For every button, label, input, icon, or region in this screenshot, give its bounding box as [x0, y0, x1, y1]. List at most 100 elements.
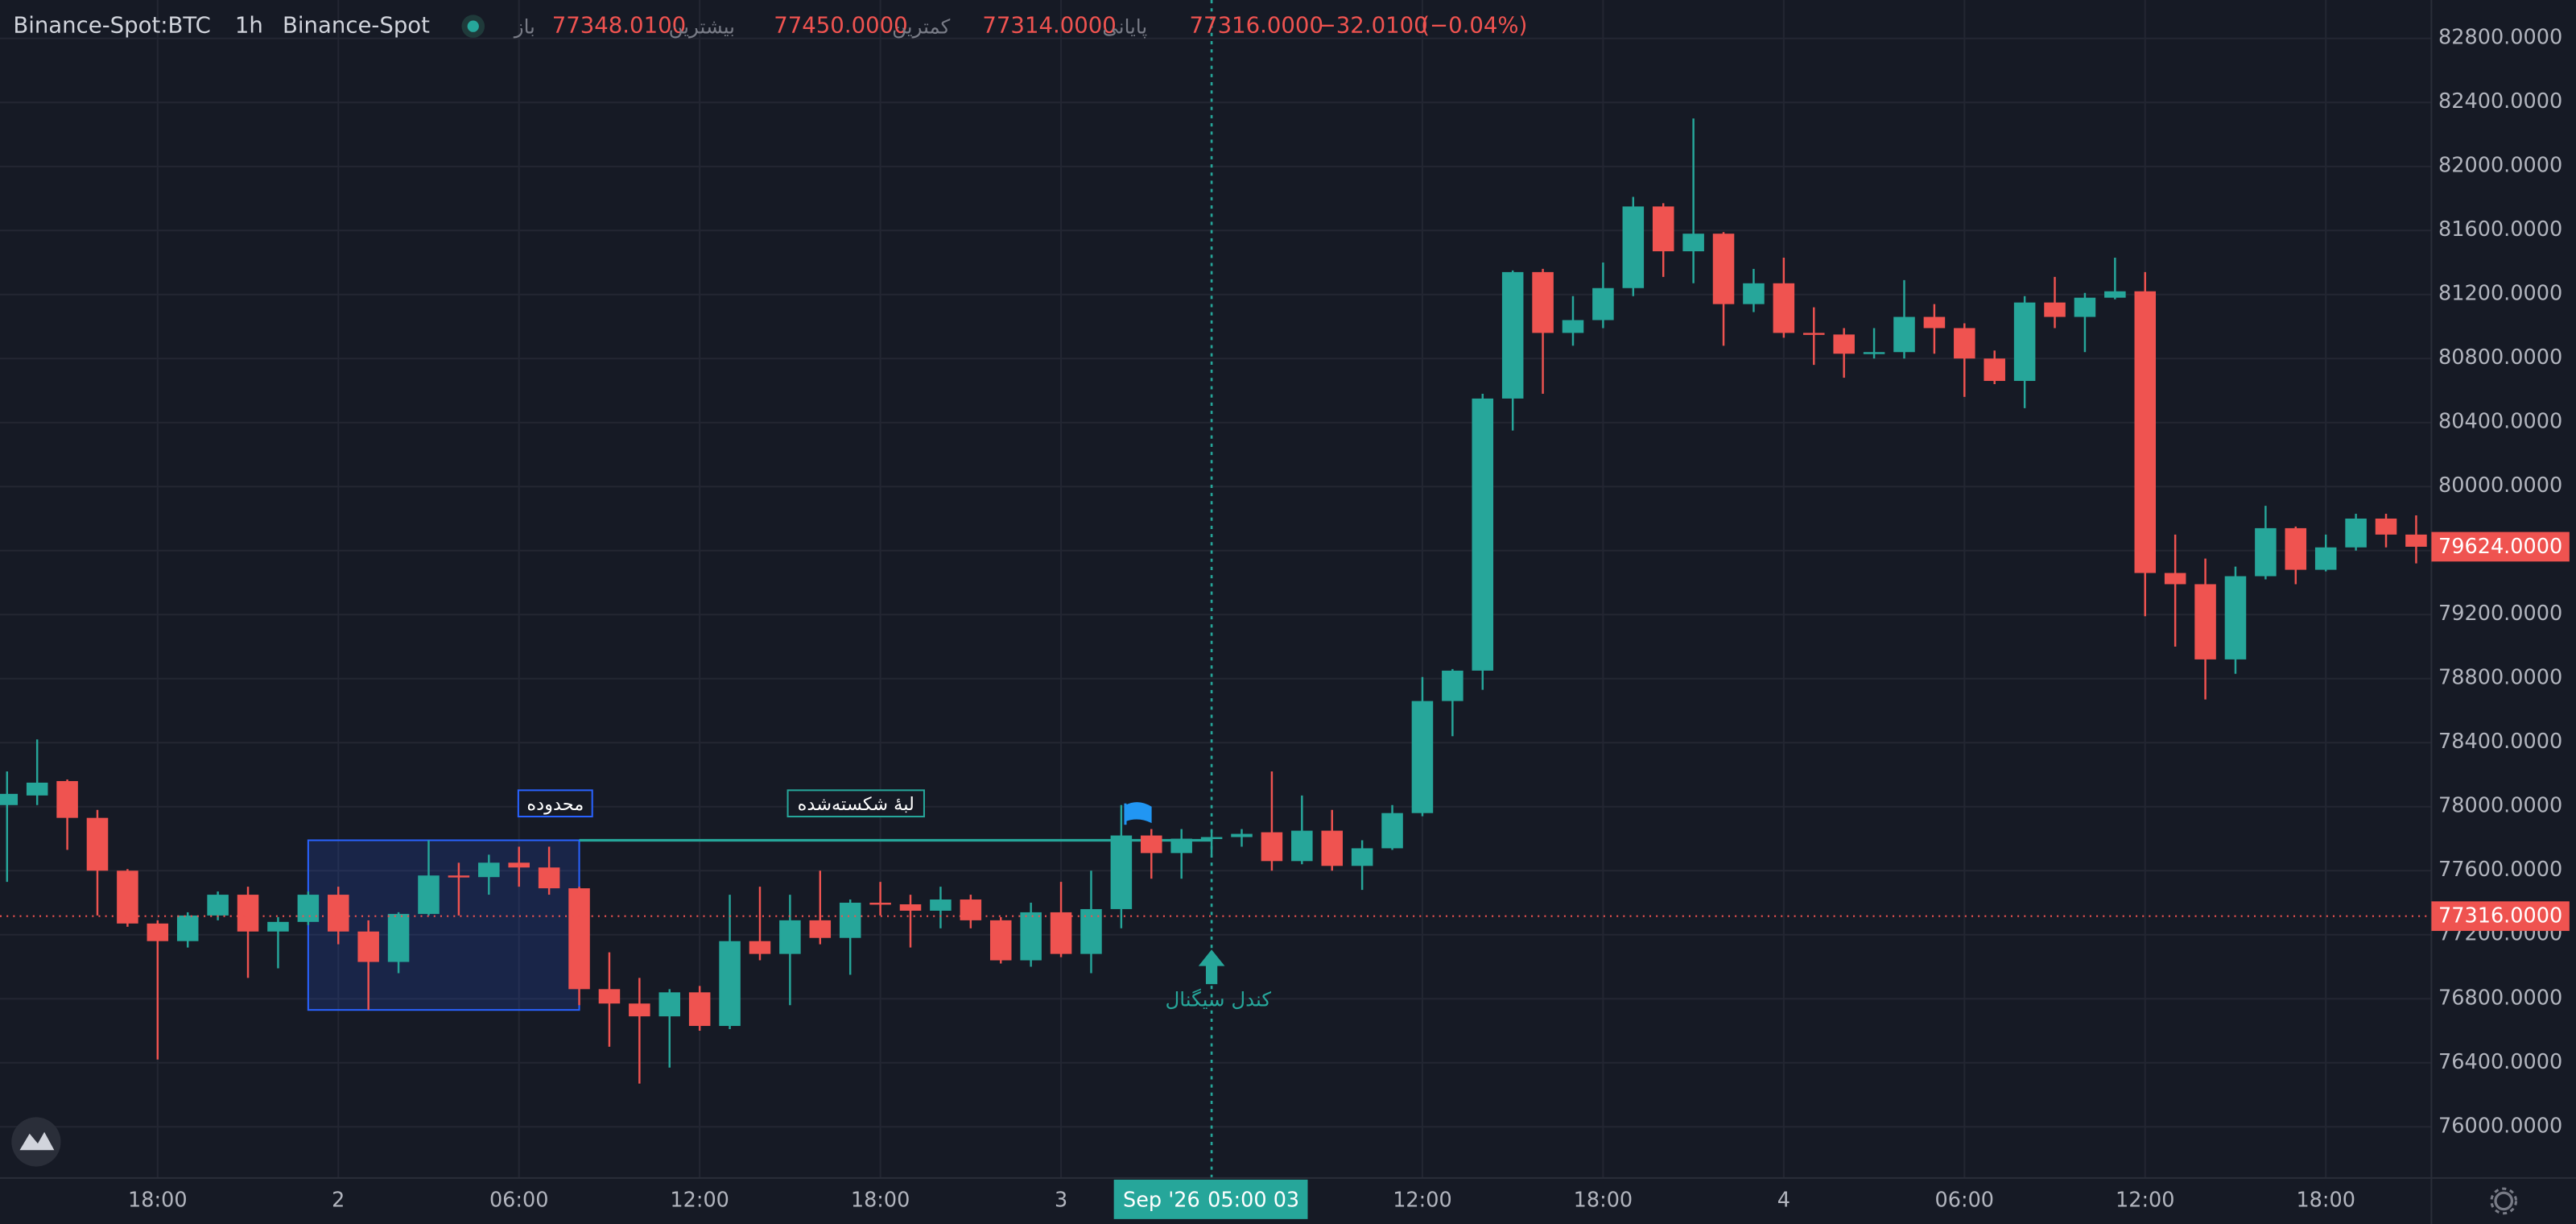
candle-body [1110, 835, 1133, 909]
candle-body [117, 870, 138, 924]
candle-body [568, 888, 590, 990]
x-tick-label: 18:00 [128, 1188, 188, 1212]
x-tick-label: 3 [1055, 1188, 1067, 1212]
candle-body [658, 992, 681, 1017]
ohlc-value: 77314.0000 [982, 13, 1116, 39]
candle-body [2405, 534, 2427, 547]
candle-body [2013, 302, 2036, 382]
gear [2494, 1191, 2514, 1211]
candle-body [2164, 573, 2186, 585]
range-label: محدوده [526, 794, 584, 815]
candle-body [1050, 912, 1072, 954]
y-tick-label: 76400.0000 [2438, 1050, 2562, 1074]
candle-body [1773, 283, 1795, 333]
signal-arrow [1198, 949, 1225, 985]
candle-body [1532, 271, 1554, 333]
x-tick-label: 06:00 [1935, 1188, 1995, 1212]
crosshair-price-tag-bg [2431, 901, 2570, 932]
candle-body [1833, 334, 1855, 354]
range-box [307, 839, 580, 1011]
logo[interactable] [11, 1117, 61, 1167]
candle-body [1442, 670, 1463, 701]
candle-body [448, 875, 470, 878]
candle-body [930, 899, 952, 911]
exchange: Binance-Spot [283, 13, 430, 39]
y-tick-label: 78400.0000 [2438, 730, 2562, 754]
candle-body [1351, 848, 1373, 866]
x-tick-label: 18:00 [851, 1188, 910, 1212]
candle-body [598, 989, 621, 1004]
y-tick-label: 82400.0000 [2438, 89, 2562, 114]
candle-body [1682, 234, 1704, 252]
x-tick-label: 06:00 [489, 1188, 549, 1212]
candle-body [960, 899, 982, 920]
candle-body [749, 941, 771, 954]
crosshair-time-label: 05:00 03 [1208, 1188, 1299, 1212]
gear-teeth [2490, 1187, 2518, 1215]
candle-body [2255, 527, 2277, 577]
symbol: Binance-Spot:BTC [13, 13, 211, 39]
candle-body [418, 875, 440, 914]
ohlc-name: پایانی [1102, 15, 1147, 39]
candle-body [56, 780, 78, 818]
y-tick-label: 80400.0000 [2438, 410, 2562, 434]
candle-body [1501, 271, 1524, 399]
candle-body [176, 915, 199, 941]
candle-body [2074, 297, 2096, 317]
candle-body [1923, 316, 1946, 329]
x-tick-label: 12:00 [670, 1188, 729, 1212]
candle-body [809, 920, 832, 938]
y-tick-label: 76800.0000 [2438, 986, 2562, 1010]
candle-body [538, 867, 560, 889]
y-tick-label: 76000.0000 [2438, 1114, 2562, 1138]
y-tick-label: 78000.0000 [2438, 794, 2562, 818]
x-tick-label: 4 [1777, 1188, 1790, 1212]
y-tick-label: 82800.0000 [2438, 26, 2562, 50]
plot: محدوده لبهٔ شکسته‌شده کندل سیگنال [0, 0, 2432, 1178]
candle-body [899, 904, 922, 911]
x-tick-label: 18:00 [1574, 1188, 1633, 1212]
candle-body [267, 921, 289, 932]
candle-body [86, 817, 109, 871]
candle-body [2194, 584, 2216, 660]
candle-body [0, 793, 19, 805]
candle-body [1381, 813, 1403, 849]
crosshair-time-label: Sep '26 [1123, 1188, 1200, 1212]
candle-body [1472, 398, 1494, 671]
logo-mark [19, 1131, 55, 1151]
header: Binance-Spot:BTC 1h Binance-Spot باز 773… [13, 13, 1527, 39]
ohlc-name: بیشترین [669, 15, 735, 39]
ohlc-value: 77348.0100 [552, 13, 686, 39]
axes: 76000.000076400.000076800.000077200.0000… [128, 26, 2570, 1219]
candle-body [688, 992, 711, 1027]
crosshair-price-tag: 77316.0000 [2438, 904, 2562, 928]
candle-body [839, 903, 861, 938]
candle-body [147, 923, 169, 941]
settings-icon[interactable] [2490, 1187, 2518, 1215]
candle-body [2104, 291, 2126, 298]
candle-body [1954, 328, 1975, 359]
candle-body [1984, 358, 2005, 382]
candle-body [1562, 320, 1584, 333]
x-tick-label: 2 [332, 1188, 345, 1212]
candle-body [1893, 316, 1915, 353]
candle-body [2375, 518, 2397, 535]
candle-body [2134, 291, 2157, 573]
candle-body [629, 1003, 650, 1017]
candle-body [1652, 206, 1674, 252]
candle-body [26, 782, 48, 796]
status-dot [467, 20, 479, 32]
change: −32.0100 [1318, 13, 1428, 39]
y-tick-label: 80000.0000 [2438, 473, 2562, 498]
broken-edge-label: لبهٔ شکسته‌شده [798, 794, 914, 815]
candle-body [1712, 234, 1735, 304]
broken-edge-label-frame [786, 789, 925, 818]
candle-body [357, 931, 379, 962]
candle-body [387, 913, 410, 962]
interval: 1h [235, 13, 263, 39]
candle-body [1020, 912, 1042, 961]
candle-body [989, 920, 1012, 961]
candle-body [1743, 283, 1765, 304]
